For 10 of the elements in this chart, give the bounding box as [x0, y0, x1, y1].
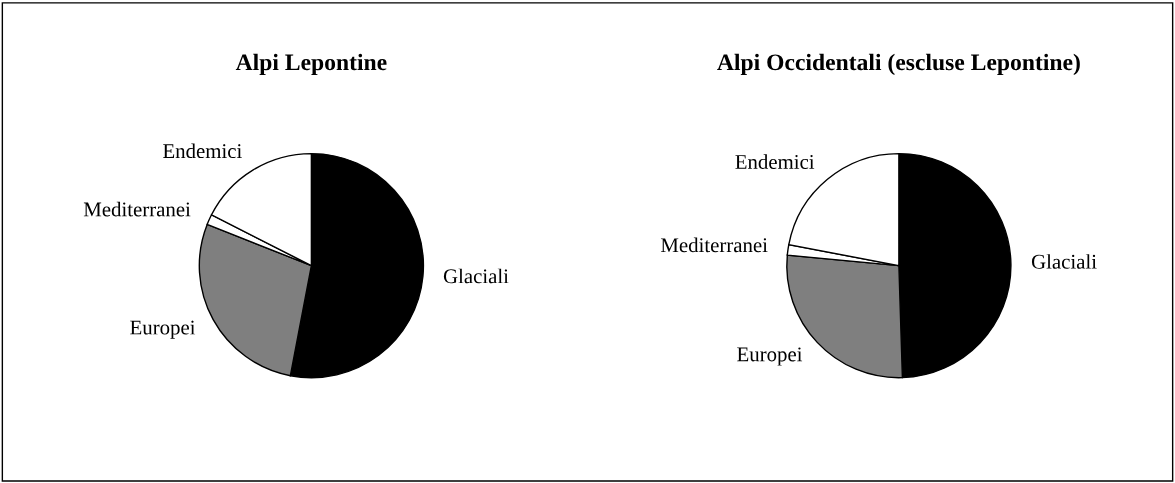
slice-label: Glaciali: [1031, 254, 1097, 269]
chart-title: Alpi Occidentali (escluse Lepontine): [717, 53, 1080, 76]
slice-label: Europei: [130, 320, 196, 339]
chart-title: Alpi Lepontine: [235, 53, 387, 76]
slice-label: Glaciali: [443, 268, 509, 284]
slice-label: Europei: [737, 347, 803, 366]
slice-label: Endemici: [735, 154, 815, 169]
slice-label: Mediterranei: [660, 237, 768, 253]
slice-label: Mediterranei: [83, 201, 191, 217]
slice-label: Endemici: [163, 143, 242, 159]
